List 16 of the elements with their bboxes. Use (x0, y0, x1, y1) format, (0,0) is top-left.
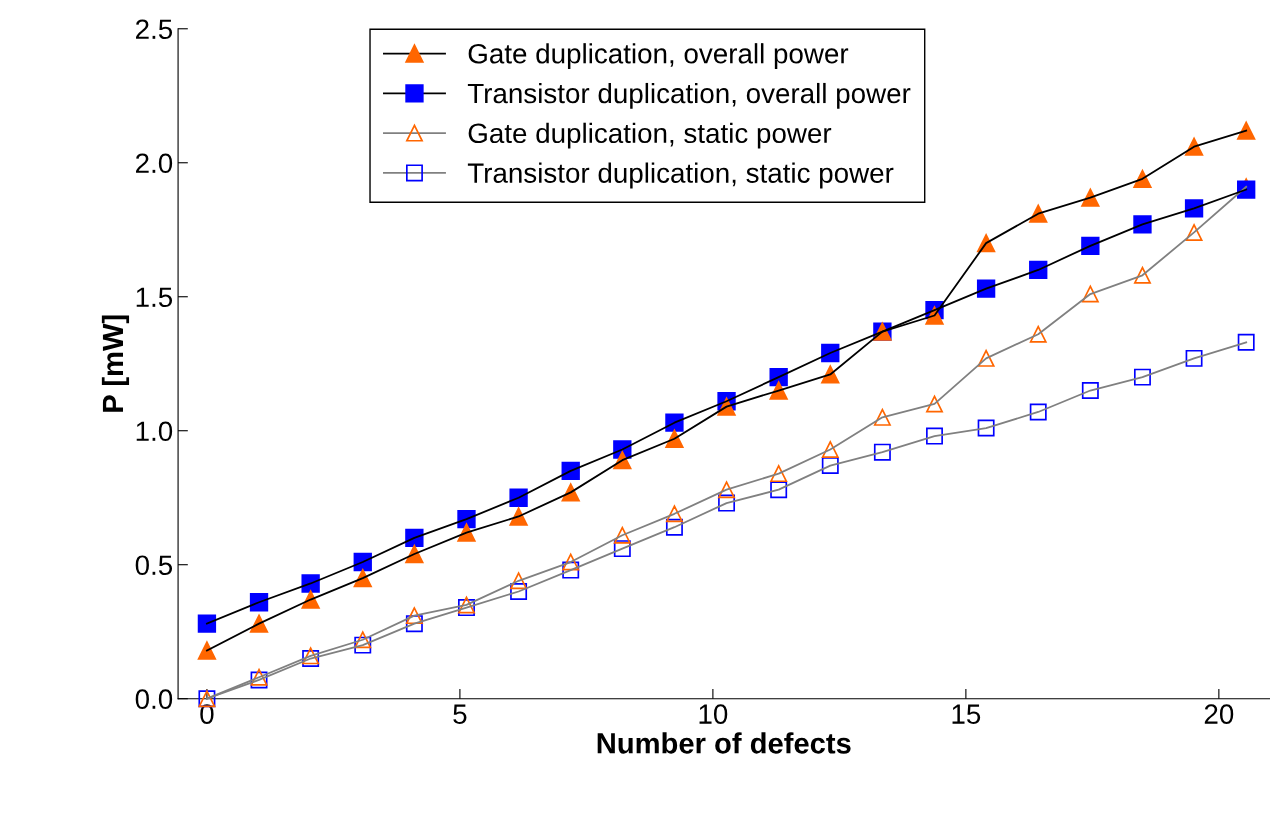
x-tick-label: 15 (952, 704, 981, 724)
y-axis-title: P [mW] (101, 315, 130, 412)
x-tick-label: 20 (1204, 704, 1234, 724)
y-tick-label: 1.5 (136, 287, 173, 308)
y-tick-label: 0.0 (135, 689, 173, 710)
y-tick-label: 2.0 (136, 153, 173, 174)
x-tick-label: 5 (453, 704, 467, 724)
legend-label: Gate duplication, overall power (468, 43, 849, 70)
y-tick-label: 0.5 (135, 555, 173, 576)
x-axis-title: Number of defects (597, 732, 851, 754)
legend-label: Gate duplication, static power (468, 122, 832, 149)
y-tick-label: 1.0 (136, 421, 173, 442)
y-tick-label: 2.5 (136, 19, 173, 40)
legend-label: Transistor duplication, static power (467, 162, 894, 189)
x-tick-label: 10 (699, 704, 728, 724)
legend-label: Transistor duplication, overall power (467, 82, 911, 109)
